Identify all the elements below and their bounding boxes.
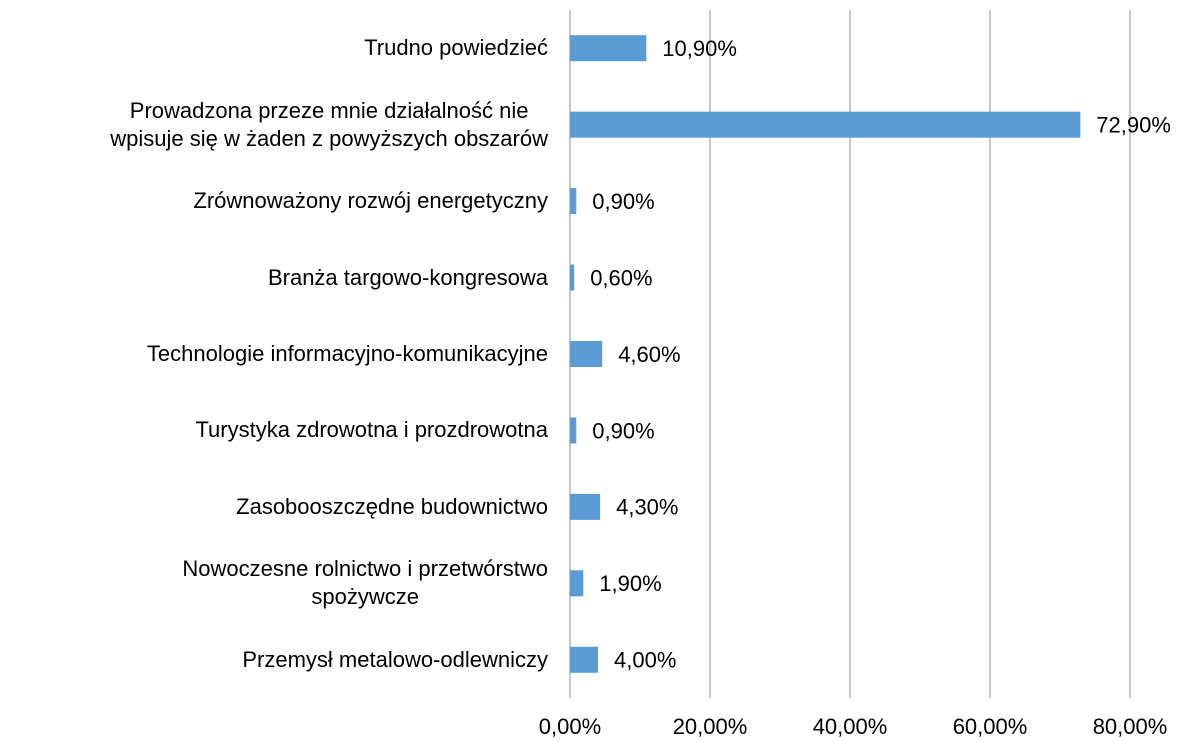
bar — [570, 493, 601, 520]
value-label: 10,90% — [662, 36, 737, 61]
value-label: 4,00% — [614, 648, 676, 673]
category-label: Technologie informacyjno-komunikacyjne — [0, 340, 548, 368]
x-tick-label: 0,00% — [539, 714, 601, 739]
category-label: Zrównoważony rozwój energetyczny — [0, 187, 548, 215]
category-label: Branża targowo-kongresowa — [0, 264, 548, 292]
category-text: Przemysł metalowo-odlewniczy — [242, 646, 548, 672]
value-label: 72,90% — [1096, 112, 1171, 137]
bar — [570, 570, 584, 597]
value-label: 0,60% — [590, 265, 652, 290]
category-label: Przemysł metalowo-odlewniczy — [0, 646, 548, 674]
value-label: 0,90% — [592, 418, 654, 443]
category-label: Prowadzona przeze mnie działalność nie w… — [0, 97, 548, 153]
category-text: Trudno powiedzieć — [364, 35, 548, 61]
value-label: 4,60% — [618, 342, 680, 367]
category-label: Trudno powiedzieć — [0, 34, 548, 62]
bar — [570, 341, 603, 367]
category-label: Zasobooszczędne budownictwo — [0, 493, 548, 521]
x-tick-label: 20,00% — [673, 714, 748, 739]
value-label: 1,90% — [599, 571, 661, 596]
bar — [570, 417, 577, 444]
bar — [570, 264, 575, 291]
bar — [570, 646, 598, 673]
x-tick-label: 40,00% — [813, 714, 888, 739]
category-label: Turystyka zdrowotna i prozdrowotna — [0, 416, 548, 444]
value-label: 4,30% — [616, 495, 678, 520]
category-text: Nowoczesne rolnictwo i przetwórstwo spoż… — [182, 556, 548, 610]
bar — [570, 111, 1081, 138]
bar — [570, 188, 577, 215]
bar — [570, 35, 647, 62]
x-tick-label: 60,00% — [953, 714, 1028, 739]
category-text: Branża targowo-kongresowa — [267, 264, 548, 290]
category-text: Zasobooszczędne budownictwo — [236, 493, 548, 519]
category-label: Nowoczesne rolnictwo i przetwórstwo spoż… — [0, 555, 548, 611]
category-text: Technologie informacyjno-komunikacyjne — [146, 341, 548, 366]
category-text: Prowadzona przeze mnie działalność nie w… — [110, 97, 548, 151]
category-text: Turystyka zdrowotna i prozdrowotna — [195, 417, 548, 443]
value-label: 0,90% — [592, 189, 654, 214]
x-tick-label: 80,00% — [1093, 714, 1168, 739]
category-text: Zrównoważony rozwój energetyczny — [193, 188, 548, 214]
